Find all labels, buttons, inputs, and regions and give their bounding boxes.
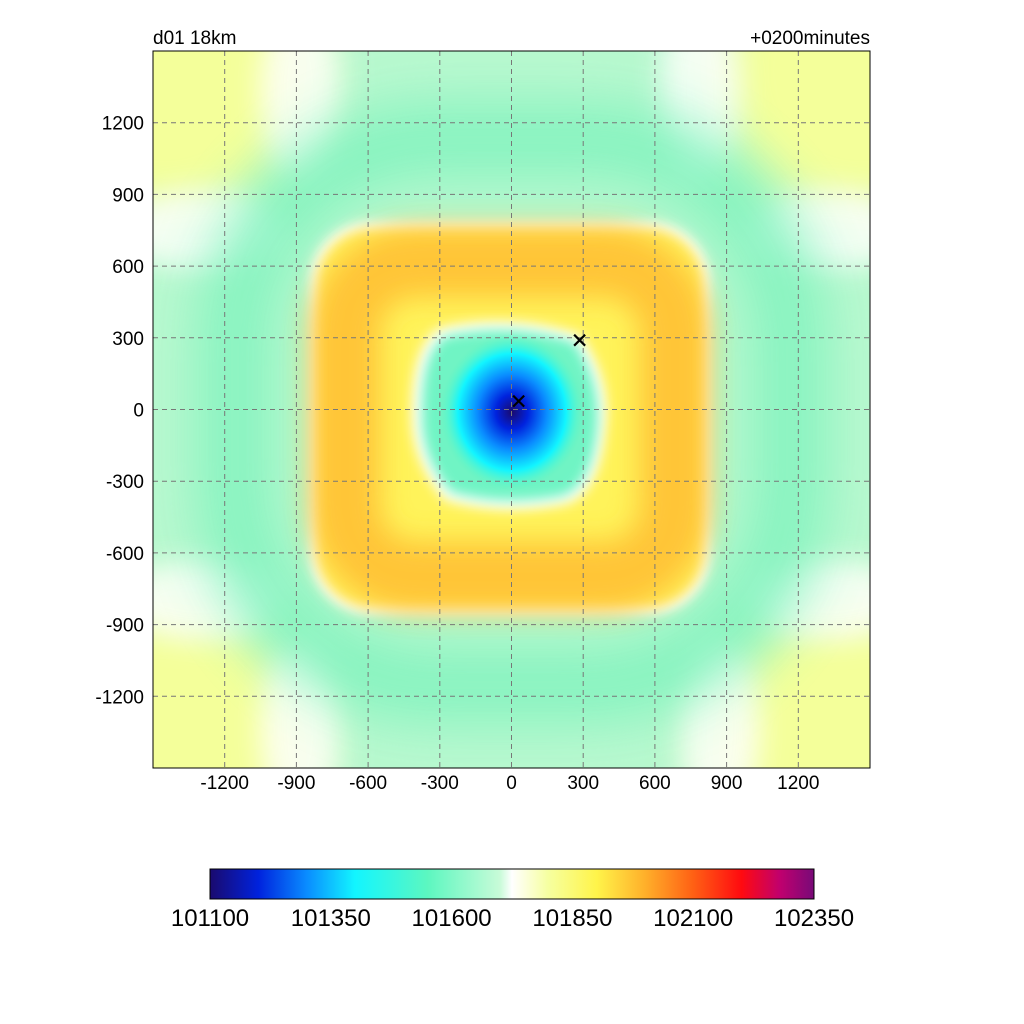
track-markers xyxy=(512,333,586,408)
y-tick-label: 300 xyxy=(112,329,144,350)
colorbar-tick-label: 102100 xyxy=(653,905,733,932)
y-tick-label: 600 xyxy=(112,257,144,278)
x-tick-label: 900 xyxy=(711,773,743,794)
x-marker xyxy=(573,333,586,347)
x-tick-label: -1200 xyxy=(200,773,249,794)
x-axis-ticks: -1200 -900 -600 -300 0 300 600 900 1200 xyxy=(200,773,819,794)
colorbar-tick-label: 101350 xyxy=(291,905,371,932)
heatmap-field xyxy=(153,51,870,768)
colorbar-tick-label: 101600 xyxy=(412,905,492,932)
colorbar-ticks: 101100 101350 101600 101850 102100 102350 xyxy=(171,905,854,932)
grid-lines xyxy=(153,51,870,768)
colorbar xyxy=(209,868,815,900)
x-tick-label: -900 xyxy=(277,773,315,794)
x-tick-label: 0 xyxy=(506,773,517,794)
x-tick-label: 1200 xyxy=(777,773,819,794)
ring-orange xyxy=(310,227,710,612)
domain-label: d01 18km xyxy=(153,28,236,49)
y-tick-label: -1200 xyxy=(95,687,144,708)
y-tick-label: 1200 xyxy=(102,114,144,135)
x-marker xyxy=(512,394,525,408)
y-tick-label: 0 xyxy=(133,401,144,422)
outer-green-band xyxy=(200,105,825,720)
corner-high-top-right xyxy=(710,51,870,220)
y-axis-ticks: 1200 900 600 300 0 -300 -600 -900 -1200 xyxy=(95,114,144,709)
x-tick-label: -300 xyxy=(421,773,459,794)
colorbar-tick-label: 101850 xyxy=(532,905,612,932)
x-tick-label: 300 xyxy=(567,773,599,794)
y-tick-label: 900 xyxy=(112,185,144,206)
x-tick-label: -600 xyxy=(349,773,387,794)
y-tick-label: -300 xyxy=(106,472,144,493)
y-tick-label: -900 xyxy=(106,616,144,637)
colorbar-tick-label: 102350 xyxy=(774,905,854,932)
y-tick-label: -600 xyxy=(106,544,144,565)
x-tick-label: 600 xyxy=(639,773,671,794)
plot-frame xyxy=(152,50,871,769)
time-label: +0200minutes xyxy=(750,28,870,49)
colorbar-tick-label: 101100 xyxy=(171,905,249,932)
